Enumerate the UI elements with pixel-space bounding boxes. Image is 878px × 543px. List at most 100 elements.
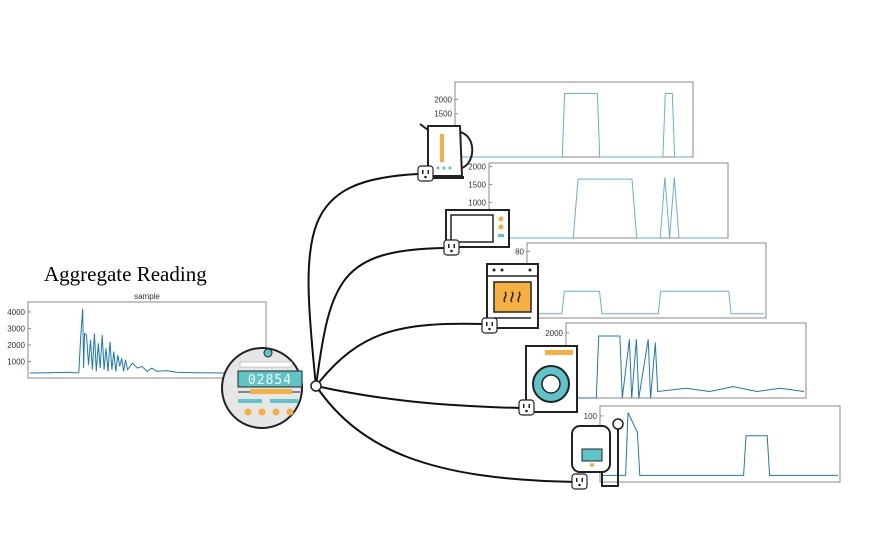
outlet-slot-right: [528, 404, 530, 408]
heater-tick-label: 100: [584, 412, 598, 421]
aggregate-chart-frame: [27, 301, 267, 379]
outlet-frame: [417, 165, 434, 182]
aggregate-tick-label: 4000: [7, 308, 25, 317]
meter-button-3: [272, 408, 280, 416]
oven-heat-waves: [503, 291, 521, 303]
kettle-icon: [419, 123, 474, 179]
outlet-slot-left: [576, 478, 578, 482]
outlet-frame: [443, 239, 460, 256]
heater-chart-ticks: 100: [584, 412, 603, 421]
outlet-ground: [488, 327, 491, 331]
oven-knob-3: [528, 268, 532, 272]
wire-oven: [315, 322, 485, 387]
washer-chart: 2000: [545, 322, 807, 399]
meter-display-digits: 02854: [248, 373, 292, 388]
aggregate-chart-title: sample: [134, 292, 160, 301]
kettle-chart: 1500 2000: [434, 81, 694, 158]
heater-outlet-icon: [571, 473, 588, 490]
heater-knob: [590, 463, 594, 467]
washer-series: [568, 335, 805, 399]
wire-washer: [315, 385, 521, 409]
outlet-frame: [481, 317, 498, 334]
outlet-slot-left: [523, 404, 525, 408]
meter-light-icon: [263, 348, 273, 358]
kettle-outlet-icon: [417, 165, 434, 182]
heater-chart-frame: [599, 405, 841, 483]
heater-series: [602, 412, 838, 476]
outlet-ground: [424, 175, 427, 179]
outlet-frame: [518, 399, 535, 416]
outlet-slot-right: [491, 322, 493, 326]
meter-right-bar: [270, 399, 298, 403]
microwave-tick-label: 1500: [468, 180, 486, 189]
oven-knob-1: [492, 268, 496, 272]
shower-head: [612, 418, 624, 430]
meter-button-4: [286, 408, 294, 416]
aggregate-tick-label: 3000: [7, 324, 25, 333]
oven-chart: 80: [515, 242, 767, 319]
meter-button-1: [244, 408, 252, 416]
outlet-slot-right: [453, 244, 455, 248]
microwave-button: [498, 234, 504, 237]
meter-connector: [310, 380, 322, 392]
outlet-slot-left: [448, 244, 450, 248]
microwave-tick-label: 2000: [468, 163, 486, 172]
kettle-tick-label: 1500: [434, 110, 452, 119]
meter-top-bar: [239, 361, 293, 368]
kettle-base: [426, 176, 464, 179]
microwave-window: [450, 214, 494, 243]
meter-button-2: [258, 408, 266, 416]
microwave-outlet-icon: [443, 239, 460, 256]
microwave-knob-2: [498, 224, 504, 230]
smart-meter: 02854: [221, 347, 322, 429]
microwave-knob-1: [498, 216, 504, 222]
water-heater-icon: [571, 418, 624, 487]
microwave-chart: 1000 1500 2000: [468, 162, 729, 239]
microwave-series: [491, 177, 726, 239]
kettle-series: [457, 93, 691, 158]
kettle-chart-ticks: 1500 2000: [434, 95, 458, 119]
aggregate-series: [29, 308, 265, 374]
meter-display: [237, 370, 303, 388]
outlet-slot-right: [427, 170, 429, 174]
kettle-level: [440, 134, 444, 162]
oven-tick-label: 80: [515, 247, 524, 256]
meter-left-bar: [238, 399, 262, 403]
washer-chart-frame: [565, 322, 807, 399]
microwave-chart-ticks: 1000 1500 2000: [468, 163, 492, 207]
kettle-dot-1: [436, 166, 440, 170]
aggregate-tick-label: 1000: [7, 357, 25, 366]
outlet-slot-left: [486, 322, 488, 326]
washer-chart-ticks: 2000: [545, 329, 569, 338]
washer-panel: [545, 350, 573, 355]
oven-outlet-icon: [481, 317, 498, 334]
washing-machine-icon: [525, 345, 578, 413]
wires: [307, 173, 579, 483]
wire-microwave: [315, 247, 445, 387]
oven-chart-frame: [526, 242, 767, 319]
oven-series: [529, 290, 764, 315]
outlet-ground: [578, 483, 581, 487]
microwave-tick-label: 1000: [468, 198, 486, 207]
kettle-chart-frame: [454, 81, 694, 158]
outlet-frame: [571, 473, 588, 490]
meter-body: [221, 347, 303, 429]
kettle-spout: [419, 123, 429, 131]
oven-chart-ticks: 80: [515, 247, 530, 256]
heater-chart: 100: [584, 405, 841, 483]
kettle-dot-3: [448, 166, 452, 170]
aggregate-chart: sample 1000 2000 3000 4000: [7, 292, 267, 379]
kettle-handle: [459, 131, 474, 169]
aggregate-reading-heading: Aggregate Reading: [44, 262, 207, 286]
washer-outlet-icon: [518, 399, 535, 416]
shower-hose: [601, 429, 619, 487]
aggregate-tick-label: 2000: [7, 341, 25, 350]
oven-icon: [486, 263, 539, 329]
kettle-dot-2: [442, 166, 446, 170]
outlet-ground: [450, 249, 453, 253]
outlet-ground: [525, 409, 528, 413]
washer-tick-label: 2000: [545, 329, 563, 338]
wire-kettle: [307, 173, 419, 387]
meter-progress-bar: [250, 389, 292, 394]
